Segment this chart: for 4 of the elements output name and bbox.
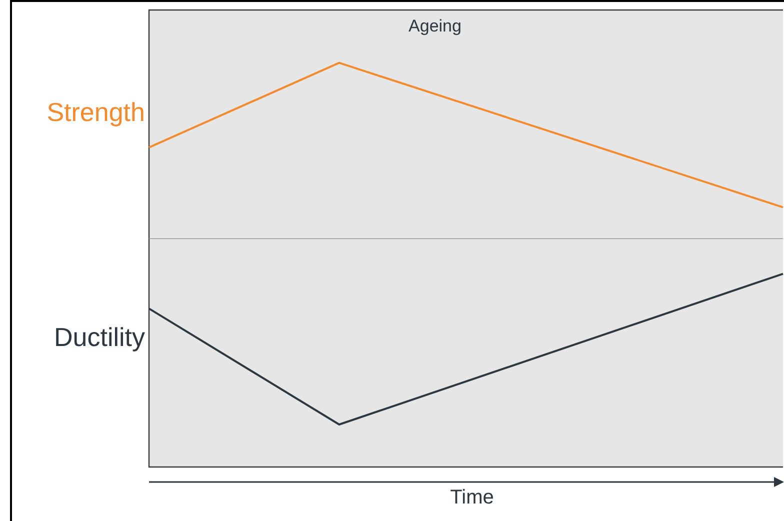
y-axis-title: Ductility <box>54 322 145 352</box>
chart-title: Ageing <box>408 16 462 36</box>
x-axis-title: Time <box>450 486 494 509</box>
y-axis-title: Strength <box>46 97 145 128</box>
